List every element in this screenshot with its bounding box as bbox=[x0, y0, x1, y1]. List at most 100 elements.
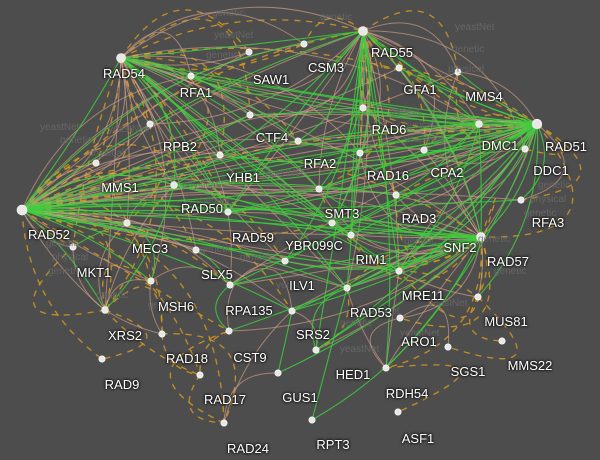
edge-RAD52-XRS2 bbox=[21, 209, 106, 311]
edge-MEC3-MSH6 bbox=[126, 222, 155, 282]
graph-node-snf2[interactable] bbox=[476, 232, 486, 242]
edge-SNF2-RAD57 bbox=[480, 198, 497, 239]
graph-node-rad16[interactable] bbox=[356, 149, 364, 157]
edge-RAD52-MSH6 bbox=[21, 209, 152, 282]
edge-RAD55-RAD6 bbox=[362, 30, 373, 109]
edge-RDH54-ASF1 bbox=[385, 364, 462, 413]
graph-node-mms4[interactable] bbox=[454, 68, 462, 76]
graph-node-aro1[interactable] bbox=[396, 314, 404, 322]
edge-SLX5-RPA135 bbox=[195, 249, 231, 286]
graph-node-cpa2[interactable] bbox=[420, 146, 428, 154]
edge-RAD52-RIM1 bbox=[21, 209, 352, 236]
graph-node-rad17[interactable] bbox=[196, 371, 204, 379]
edge-RAD52-RAD55 bbox=[21, 30, 364, 211]
edge-RAD52-SMT3 bbox=[21, 188, 320, 211]
edge-RAD17-RAD24 bbox=[188, 374, 225, 424]
graph-node-msh6[interactable] bbox=[147, 277, 155, 285]
graph-node-rad50[interactable] bbox=[170, 181, 178, 189]
graph-node-dmc1[interactable] bbox=[475, 120, 483, 128]
edge-RAD55-RAD50 bbox=[173, 30, 364, 186]
graph-node-smt3[interactable] bbox=[315, 185, 323, 193]
edge-CST9-RAD17 bbox=[199, 330, 230, 376]
edge-SNF2-HED1 bbox=[315, 236, 482, 351]
graph-node-rad9[interactable] bbox=[98, 355, 106, 363]
edge-RAD54-YBR099C bbox=[120, 57, 333, 224]
graph-node-asf1[interactable] bbox=[394, 408, 402, 416]
graph-node-ctf4[interactable] bbox=[246, 111, 254, 119]
node-label-rad9: RAD9 bbox=[104, 377, 140, 392]
node-label-rad53: RAD53 bbox=[350, 305, 392, 320]
edge-RAD18-RAD24 bbox=[161, 333, 237, 424]
graph-node-rfa3[interactable] bbox=[517, 196, 525, 204]
edge-RAD52-ILV1 bbox=[21, 209, 286, 262]
node-label-mkt1: MKT1 bbox=[76, 265, 112, 280]
graph-node-mus81[interactable] bbox=[474, 293, 482, 301]
edge-RAD52-CTF4 bbox=[21, 114, 251, 211]
edge-SNF2-SMT3 bbox=[318, 188, 482, 239]
graph-node-gus1[interactable] bbox=[274, 369, 282, 377]
graph-node-rad18[interactable] bbox=[158, 330, 166, 338]
graph-node-mkt1[interactable] bbox=[69, 243, 77, 251]
graph-node-rpa135[interactable] bbox=[226, 281, 234, 289]
graph-node-ilv1[interactable] bbox=[281, 257, 289, 265]
node-label-rpa135: RPA135 bbox=[225, 303, 273, 318]
graph-node-mre11[interactable] bbox=[395, 267, 403, 275]
edge-SNF2-MUS81 bbox=[477, 236, 483, 298]
graph-node-slx5[interactable] bbox=[192, 246, 200, 254]
graph-node-yhb1[interactable] bbox=[216, 151, 224, 159]
edge-SNF2-ILV1 bbox=[284, 236, 482, 270]
graph-node-rpt3[interactable] bbox=[308, 416, 316, 424]
edge-RAD55-YBR099C bbox=[331, 30, 371, 224]
edge-RAD54-RAD52 bbox=[21, 57, 133, 211]
edge-RAD54-SAW1 bbox=[120, 9, 250, 59]
edge-RAD52-MKT1 bbox=[21, 209, 74, 248]
edge-RAD52-YHB1 bbox=[21, 154, 221, 211]
node-label-rfa2: RFA2 bbox=[303, 156, 337, 171]
node-label-rad6: RAD6 bbox=[371, 122, 407, 137]
edge-RAD51-MMS4 bbox=[457, 71, 538, 125]
graph-node-rdh54[interactable] bbox=[382, 364, 390, 372]
edge-XRS2-MEC3 bbox=[98, 222, 128, 311]
graph-node-rpb2[interactable] bbox=[146, 120, 154, 128]
node-label-rad18: RAD18 bbox=[166, 351, 208, 366]
graph-node-rad52[interactable] bbox=[16, 204, 28, 216]
edge-RAD55-RPB2 bbox=[149, 30, 364, 125]
graph-node-hed1[interactable] bbox=[312, 346, 320, 354]
graph-node-cst9[interactable] bbox=[225, 327, 233, 335]
edge-RAD52-MEC3 bbox=[21, 209, 128, 225]
graph-node-rad24[interactable] bbox=[220, 419, 228, 427]
edge-RAD51-CTF4 bbox=[249, 111, 538, 125]
graph-node-xrs2[interactable] bbox=[101, 306, 109, 314]
edge-RAD51-GFA1 bbox=[398, 67, 538, 125]
graph-node-srs2[interactable] bbox=[288, 307, 296, 315]
graph-node-rad54[interactable] bbox=[116, 53, 126, 63]
edge-RAD52-CST9 bbox=[21, 209, 230, 332]
graph-node-rim1[interactable] bbox=[347, 231, 355, 239]
graph-node-mec3[interactable] bbox=[123, 219, 131, 227]
graph-node-rad51[interactable] bbox=[531, 118, 543, 130]
nodes-layer[interactable] bbox=[16, 26, 543, 427]
edge-RAD54-YHB1 bbox=[120, 52, 225, 156]
graph-node-rfa2[interactable] bbox=[294, 137, 302, 145]
graph-node-csm3[interactable] bbox=[300, 40, 308, 48]
graph-node-rad59[interactable] bbox=[224, 208, 232, 216]
edge-CST9-RPA135 bbox=[215, 284, 231, 332]
node-label-ilv1: ILV1 bbox=[289, 278, 315, 293]
edge-RAD52-RAD17 bbox=[21, 209, 201, 376]
graph-node-rad55[interactable] bbox=[358, 26, 368, 36]
graph-node-saw1[interactable] bbox=[245, 48, 253, 56]
graph-node-rad3[interactable] bbox=[392, 191, 400, 199]
graph-node-mms1[interactable] bbox=[92, 159, 100, 167]
graph-node-rad6[interactable] bbox=[359, 104, 367, 112]
graph-node-rad53[interactable] bbox=[343, 284, 351, 292]
graph-node-sgs1[interactable] bbox=[444, 343, 452, 351]
graph-node-mms22[interactable] bbox=[498, 337, 506, 345]
graph-node-gfa1[interactable] bbox=[395, 64, 403, 72]
node-label-mus81: MUS81 bbox=[484, 314, 528, 329]
graph-node-ddc1[interactable] bbox=[521, 145, 529, 153]
graph-node-ybr099c[interactable] bbox=[328, 219, 336, 227]
edge-DMC1-RAD54 bbox=[120, 57, 480, 125]
graph-node-rfa1[interactable] bbox=[187, 72, 195, 80]
